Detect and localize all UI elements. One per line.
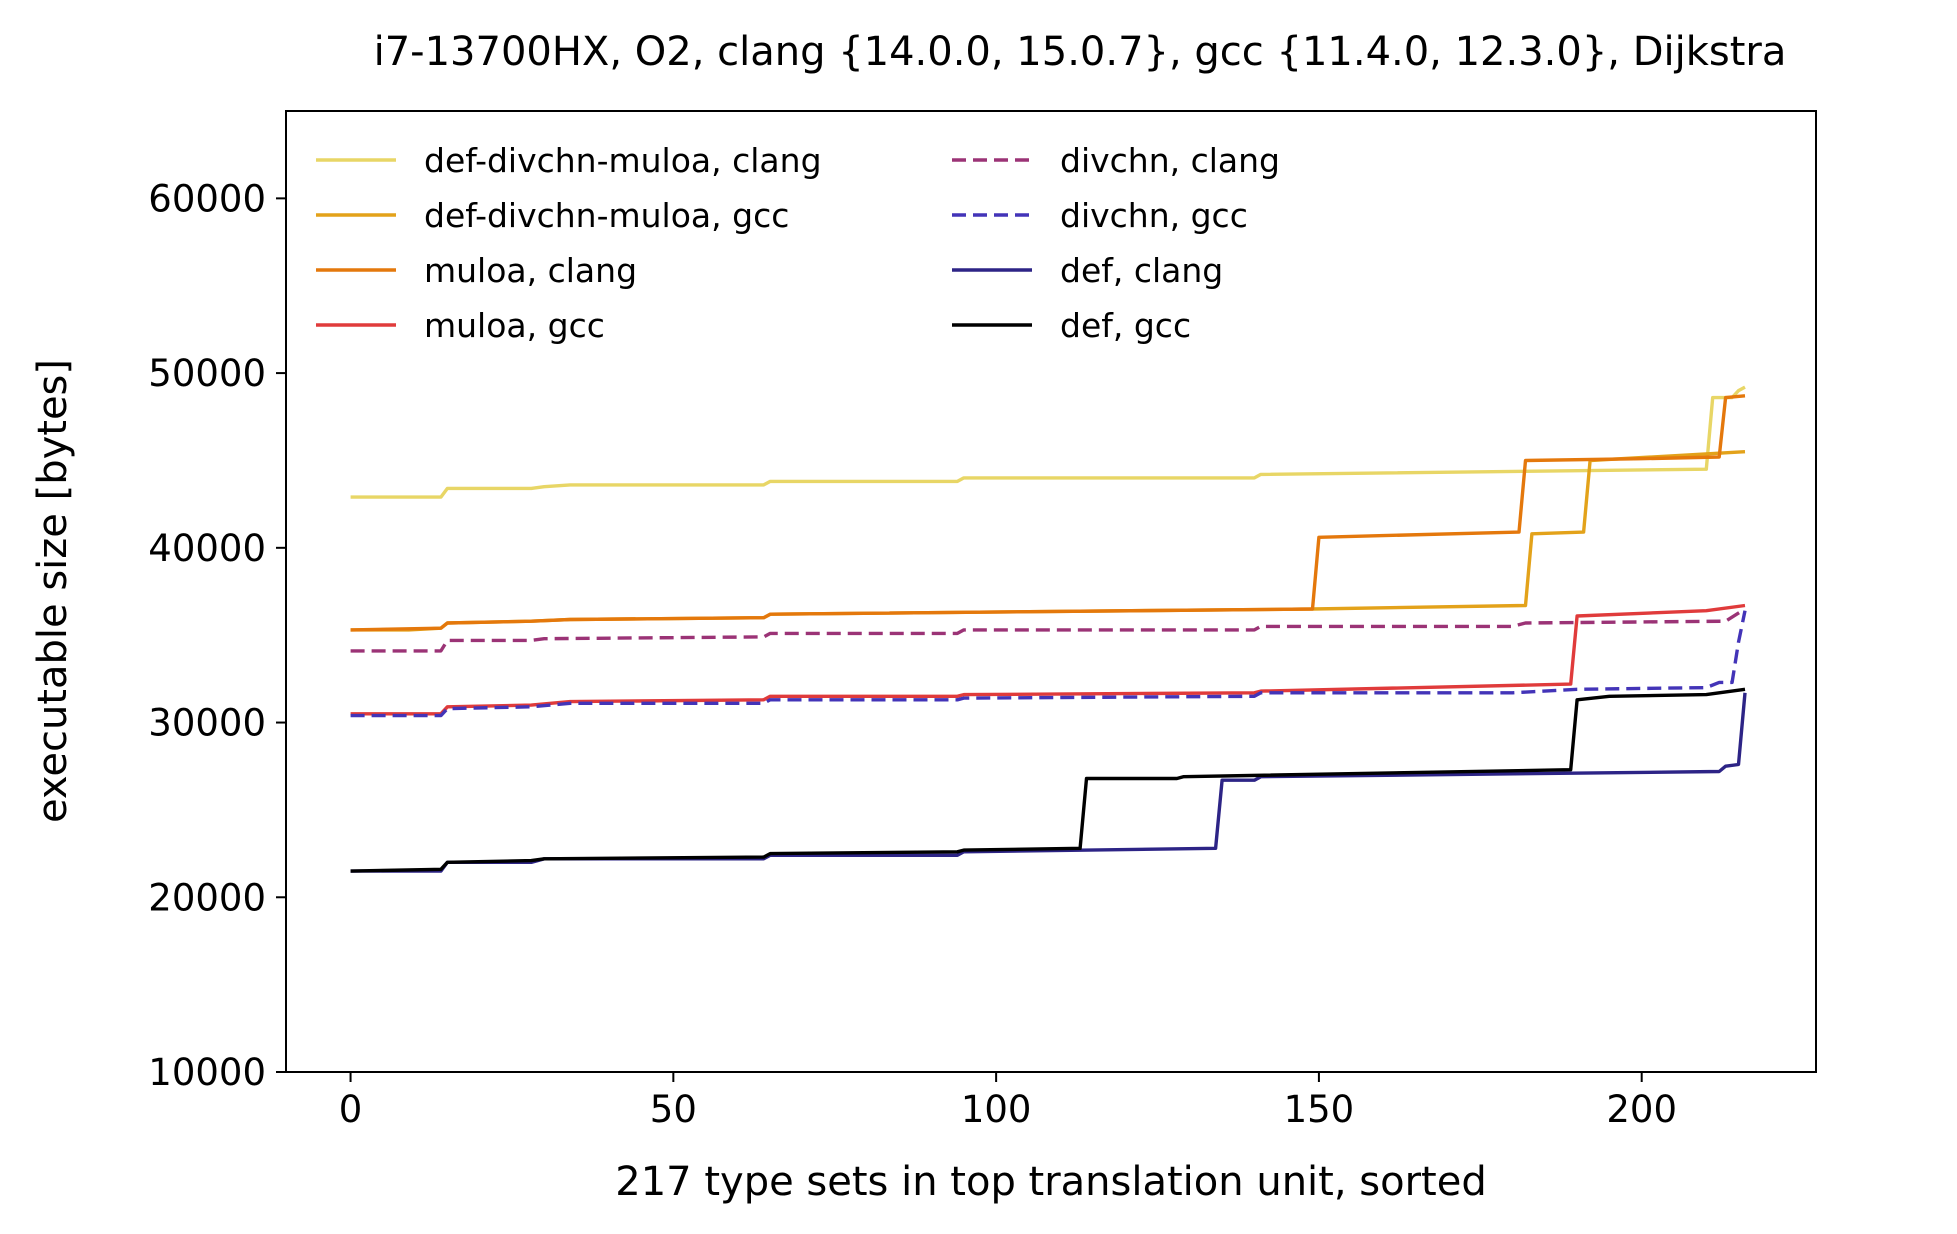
legend-entry-0: def-divchn-muloa, clang <box>316 141 822 180</box>
y-tick-label-5: 60000 <box>148 177 266 220</box>
chart-title: i7-13700HX, O2, clang {14.0.0, 15.0.7}, … <box>374 29 1787 75</box>
axis-ticks: 0 50 100 150 200 10000 20000 30000 40000 50000 600… <box>148 177 1677 1131</box>
series-line-4 <box>350 607 1746 653</box>
legend-label-5: divchn, gcc <box>1060 196 1248 235</box>
series-line-3 <box>350 603 1746 716</box>
x-tick-label-0: 0 <box>339 1088 363 1131</box>
series-line-5 <box>350 610 1747 718</box>
legend-entry-3: muloa, gcc <box>316 306 605 345</box>
legend: def-divchn-muloa, clang def-divchn-muloa,… <box>316 141 1280 345</box>
x-tick-label-4: 200 <box>1606 1088 1677 1131</box>
y-tick-label-3: 40000 <box>148 527 266 570</box>
legend-label-1: def-divchn-muloa, gcc <box>424 196 789 235</box>
legend-label-2: muloa, clang <box>424 251 637 290</box>
legend-entry-7: def, gcc <box>952 306 1191 345</box>
x-axis-label: 217 type sets in top translation unit, s… <box>615 1159 1486 1205</box>
legend-entry-4: divchn, clang <box>952 141 1280 180</box>
series-line-0 <box>350 385 1746 499</box>
legend-label-4: divchn, clang <box>1060 141 1280 180</box>
legend-entry-1: def-divchn-muloa, gcc <box>316 196 789 235</box>
y-tick-label-2: 30000 <box>148 702 266 745</box>
legend-entry-5: divchn, gcc <box>952 196 1248 235</box>
legend-label-3: muloa, gcc <box>424 306 605 345</box>
legend-entry-2: muloa, clang <box>316 251 637 290</box>
plot-frame <box>285 110 1817 1073</box>
y-tick-label-1: 20000 <box>148 876 266 919</box>
series-line-6 <box>350 692 1747 873</box>
x-tick-label-1: 50 <box>650 1088 697 1131</box>
x-tick-label-3: 150 <box>1284 1088 1355 1131</box>
series-line-7 <box>350 687 1746 873</box>
y-axis-label: executable size [bytes] <box>30 359 76 823</box>
y-tick-label-4: 50000 <box>148 352 266 395</box>
legend-label-0: def-divchn-muloa, clang <box>424 141 822 180</box>
legend-entry-6: def, clang <box>952 251 1223 290</box>
y-tick-label-0: 10000 <box>148 1051 266 1094</box>
legend-label-6: def, clang <box>1060 251 1223 290</box>
legend-label-7: def, gcc <box>1060 306 1191 345</box>
series-line-2 <box>350 394 1746 632</box>
x-tick-label-2: 100 <box>961 1088 1032 1131</box>
plot-area <box>350 385 1747 873</box>
